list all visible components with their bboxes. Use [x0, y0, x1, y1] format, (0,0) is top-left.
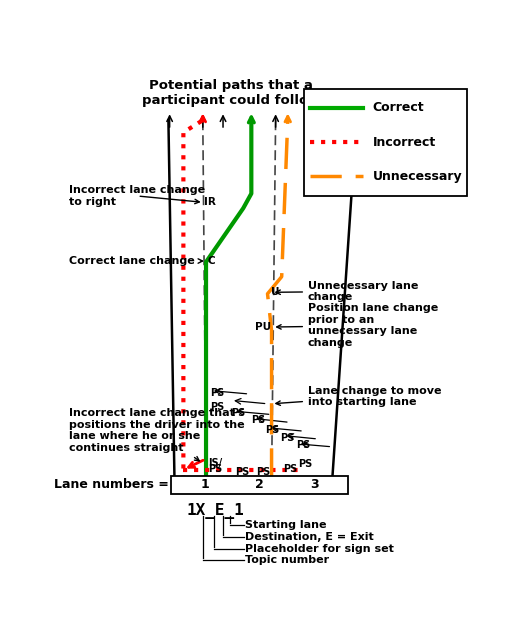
Text: Correct lane change: Correct lane change	[69, 256, 203, 266]
Text: 1: 1	[200, 478, 209, 491]
Text: PS: PS	[296, 440, 310, 450]
Text: PS: PS	[208, 464, 222, 474]
Text: Topic number: Topic number	[245, 555, 329, 565]
Text: Placeholder for sign set: Placeholder for sign set	[245, 544, 394, 554]
Text: Unnecessary lane
change: Unnecessary lane change	[276, 281, 418, 302]
Text: PU: PU	[255, 321, 271, 331]
Text: PS: PS	[280, 432, 294, 443]
Text: Incorrect lane change
to right: Incorrect lane change to right	[69, 185, 206, 207]
Text: 2: 2	[255, 478, 264, 491]
Text: Incorrect lane change that
positions the driver into the
lane where he or she
co: Incorrect lane change that positions the…	[69, 408, 245, 461]
Text: Lane change to move
into starting lane: Lane change to move into starting lane	[276, 385, 442, 407]
Text: PS: PS	[252, 415, 266, 425]
Text: IS/: IS/	[208, 458, 222, 469]
FancyBboxPatch shape	[171, 476, 348, 494]
FancyBboxPatch shape	[304, 89, 467, 196]
Text: 3: 3	[310, 478, 318, 491]
Text: Incorrect: Incorrect	[373, 136, 436, 149]
Text: PS: PS	[266, 425, 280, 435]
Text: Lane numbers =: Lane numbers =	[54, 478, 169, 491]
Text: Correct: Correct	[373, 102, 424, 114]
Text: IR: IR	[204, 197, 216, 208]
Text: PS: PS	[283, 464, 297, 474]
Text: PS: PS	[235, 467, 250, 478]
Text: PS: PS	[231, 408, 245, 418]
Text: PS: PS	[256, 467, 270, 478]
Text: Position lane change
prior to an
unnecessary lane
change: Position lane change prior to an unneces…	[277, 303, 438, 348]
Text: 1X_E_1: 1X_E_1	[186, 504, 244, 519]
Text: Potential paths that a
participant could follow: Potential paths that a participant could…	[142, 79, 321, 107]
Text: PS: PS	[298, 459, 312, 469]
Text: Destination, E = Exit: Destination, E = Exit	[245, 531, 374, 542]
Text: PS: PS	[210, 388, 224, 398]
Text: Starting lane: Starting lane	[245, 520, 327, 530]
Text: U: U	[271, 287, 279, 297]
Text: C: C	[208, 256, 215, 266]
Text: Unnecessary: Unnecessary	[373, 170, 462, 183]
Text: PS: PS	[210, 402, 224, 412]
